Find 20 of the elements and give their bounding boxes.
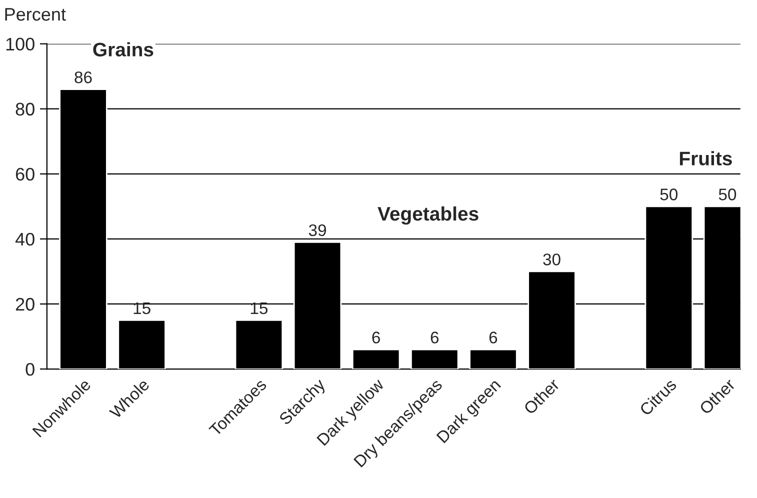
y-tick-label: 0	[26, 362, 34, 376]
annotation: Fruits	[680, 151, 732, 166]
data-label: 50	[718, 188, 736, 200]
data-label: 6	[489, 332, 498, 344]
y-tick-label: 100	[6, 38, 34, 51]
data-label: 86	[74, 71, 92, 84]
data-label: 30	[543, 254, 560, 266]
annotation: Vegetables	[378, 206, 478, 225]
y-tick-label: 80	[16, 102, 34, 116]
data-label: 15	[134, 302, 150, 314]
data-label: 39	[308, 224, 326, 236]
data-label: 6	[430, 332, 439, 344]
y-tick-label: 20	[16, 298, 34, 311]
y-tick-label: 40	[15, 232, 34, 246]
data-label: 50	[660, 188, 678, 200]
annotation: Grains	[93, 42, 154, 56]
y-axis-title: Percent	[5, 8, 66, 21]
y-tick-label: 60	[16, 168, 34, 181]
data-label: 6	[372, 332, 380, 344]
data-label: 15	[250, 302, 268, 314]
